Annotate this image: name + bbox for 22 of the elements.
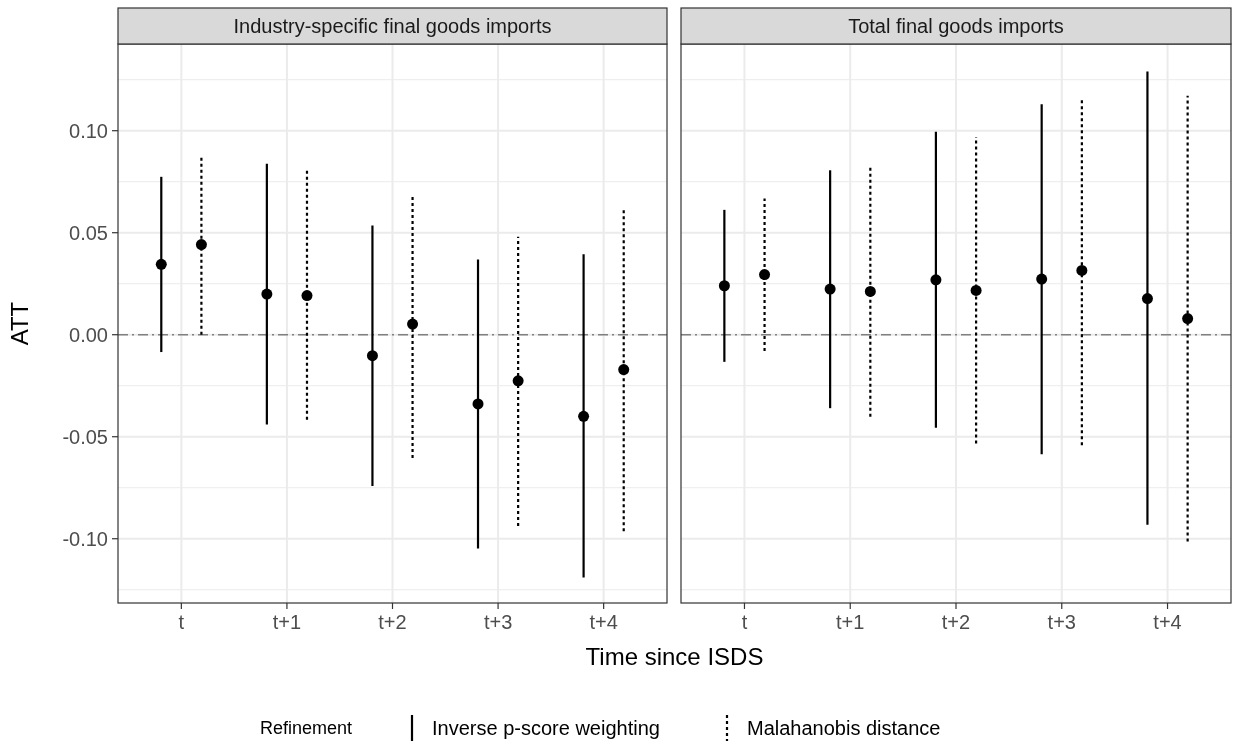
legend-title: Refinement (260, 718, 353, 739)
y-axis-title: ATT (6, 301, 33, 346)
x-tick-label: t+2 (378, 611, 407, 633)
y-tick-label: -0.10 (62, 527, 108, 550)
x-tick-label: t+4 (1153, 611, 1182, 633)
x-tick-label: t+1 (272, 611, 302, 633)
y-tick-label: 0.00 (69, 323, 108, 346)
x-tick-label: t+4 (589, 611, 618, 633)
x-tick-label: t (178, 611, 185, 633)
x-tick-label: t+3 (483, 611, 513, 633)
x-tick-label: t (741, 611, 748, 633)
x-tick-label: t+1 (836, 611, 865, 633)
chart-title: Total final goods imports (848, 15, 1064, 37)
x-tick-label: t+2 (941, 611, 971, 633)
x-axis-title: Time since ISDS (585, 643, 764, 670)
legend-label: Malahanobis distance (747, 717, 941, 739)
y-tick-label: 0.05 (69, 221, 108, 244)
y-tick-label: 0.10 (69, 119, 108, 142)
y-tick-label: -0.05 (62, 425, 108, 448)
legend-label: Inverse p-score weighting (432, 717, 660, 739)
chart-title: Industry-specific final goods imports (233, 15, 552, 37)
x-tick-label: t+3 (1047, 611, 1076, 633)
